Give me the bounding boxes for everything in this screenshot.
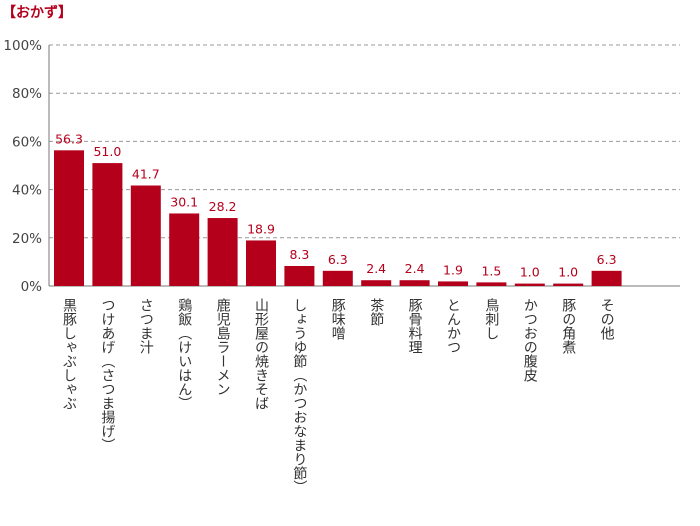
y-tick-label: 20% [12,231,42,247]
y-tick-label: 0% [21,279,43,295]
bar [246,240,276,286]
category-label: しょうゆ節（かつおなまり節） [291,298,307,494]
bar [54,150,84,286]
bar [553,283,584,286]
bar [207,218,238,286]
data-label: 41.7 [132,167,160,182]
y-tick-label: 100% [3,38,42,54]
bar [92,163,123,286]
category-label: 茶節 [368,298,384,326]
bar [476,282,507,286]
data-label: 18.9 [247,221,275,236]
bar [322,270,353,286]
data-label: 56.3 [55,131,83,146]
category-label: つけあげ（さつま揚げ） [99,298,115,452]
category-label: その他 [599,298,615,341]
data-label: 51.0 [93,144,121,159]
bar [591,270,622,286]
data-label: 1.9 [443,262,463,277]
data-label: 6.3 [328,252,348,267]
data-label: 30.1 [170,194,198,209]
category-label: さつま汁 [138,298,154,354]
data-label: 8.3 [289,247,309,262]
category-label: 鶏飯（けいはん） [176,298,192,410]
y-tick-label: 60% [12,134,42,150]
data-label: 2.4 [366,261,386,276]
category-label: 山形屋の焼きそば [253,298,269,410]
data-label: 1.0 [520,265,540,280]
data-label: 28.2 [209,199,237,214]
bar [361,280,392,286]
category-label: 豚骨料理 [407,298,423,354]
data-label: 1.5 [481,263,501,278]
bar [514,283,545,286]
data-label: 2.4 [405,261,425,276]
bar [169,213,200,286]
bar [130,185,161,286]
category-label: 豚味噌 [330,298,346,340]
bar [284,265,315,286]
y-tick-label: 40% [12,183,42,199]
category-label: 黒豚しゃぶしゃぶ [61,298,77,410]
chart-title: 【おかず】 [2,5,72,21]
data-label: 6.3 [597,252,617,267]
category-label: かつおの腹皮 [522,298,538,382]
category-label: 鹿児島ラーメン [215,297,231,396]
category-label: 豚の角煮 [560,298,576,354]
bar [438,281,468,286]
data-label: 1.0 [558,265,578,280]
category-label: 鳥刺し [483,298,499,340]
bar [399,280,430,286]
category-label: とんかつ [445,298,461,354]
y-tick-label: 80% [12,86,42,102]
